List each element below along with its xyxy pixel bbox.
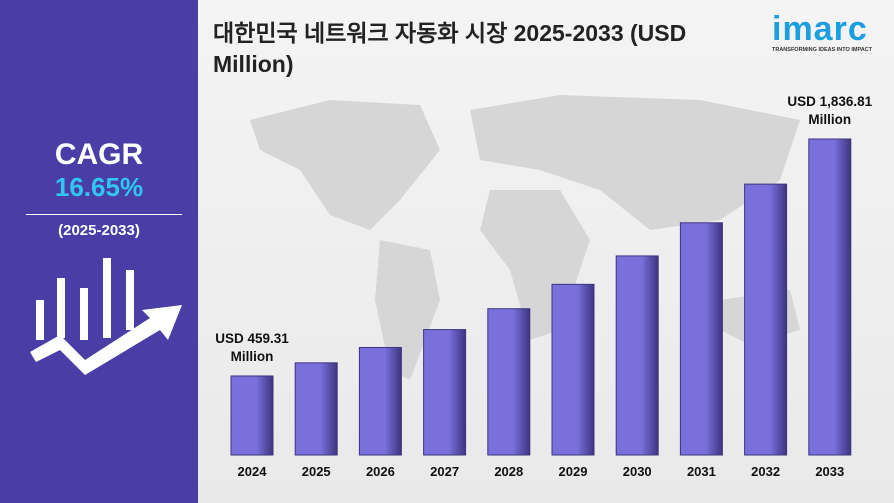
x-tick-label: 2028 xyxy=(494,464,523,479)
sidebar: CAGR 16.65% (2025-2033) xyxy=(0,0,198,503)
x-tick-label: 2033 xyxy=(815,464,844,479)
bar xyxy=(551,283,595,456)
bar xyxy=(744,183,788,456)
bar xyxy=(679,222,723,456)
bar xyxy=(615,255,659,456)
x-tick-label: 2026 xyxy=(366,464,395,479)
value-label: USD 1,836.81 Million xyxy=(787,94,873,127)
chart-title: 대한민국 네트워크 자동화 시장 2025-2033 (USD Million) xyxy=(213,20,687,77)
x-tick-label: 2027 xyxy=(430,464,459,479)
bar xyxy=(423,329,467,456)
cagr-value: 16.65% xyxy=(54,172,144,202)
logo: imarc TRANSFORMING IDEAS INTO IMPACT xyxy=(772,10,892,53)
bar xyxy=(358,346,402,456)
logo-tagline: TRANSFORMING IDEAS INTO IMPACT xyxy=(772,47,873,53)
growth-icon xyxy=(30,258,182,375)
x-tick-label: 2031 xyxy=(687,464,716,479)
bar xyxy=(487,308,531,456)
x-tick-label: 2024 xyxy=(238,464,268,479)
divider xyxy=(26,214,182,215)
x-tick-label: 2032 xyxy=(751,464,780,479)
bar xyxy=(230,375,274,456)
x-tick-label: 2029 xyxy=(559,464,588,479)
value-label: USD 459.31 Million xyxy=(215,330,289,364)
x-tick-label: 2025 xyxy=(302,464,331,479)
cagr-period: (2025-2033) xyxy=(58,222,140,239)
bar xyxy=(808,138,852,456)
bar xyxy=(294,362,338,456)
cagr-label: CAGR xyxy=(54,138,144,171)
logo-name: imarc xyxy=(772,10,868,48)
x-tick-label: 2030 xyxy=(623,464,652,479)
